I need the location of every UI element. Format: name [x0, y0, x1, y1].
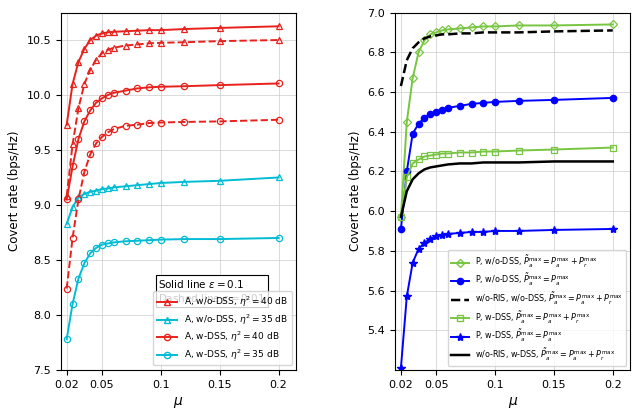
X-axis label: $\mu$: $\mu$ — [508, 395, 518, 410]
Text: Solid line $\varepsilon = 0.1$
Dashed line $\varepsilon = 0.01$: Solid line $\varepsilon = 0.1$ Dashed li… — [159, 278, 266, 304]
Legend: A, w/o-DSS, $\eta^2 = 40$ dB, A, w/o-DSS, $\eta^2 = 35$ dB, A, w-DSS, $\eta^2 = : A, w/o-DSS, $\eta^2 = 40$ dB, A, w/o-DSS… — [154, 291, 292, 365]
Y-axis label: Covert rate (bps/Hz): Covert rate (bps/Hz) — [8, 131, 21, 252]
X-axis label: $\mu$: $\mu$ — [173, 395, 184, 410]
Y-axis label: Covert rate (bps/Hz): Covert rate (bps/Hz) — [349, 131, 362, 252]
Legend: P, w/o-DSS, $\tilde{P}_a^{\rm max} = P_a^{\rm max}+P_r^{\rm max}$, P, w/o-DSS, $: P, w/o-DSS, $\tilde{P}_a^{\rm max} = P_a… — [448, 250, 627, 366]
